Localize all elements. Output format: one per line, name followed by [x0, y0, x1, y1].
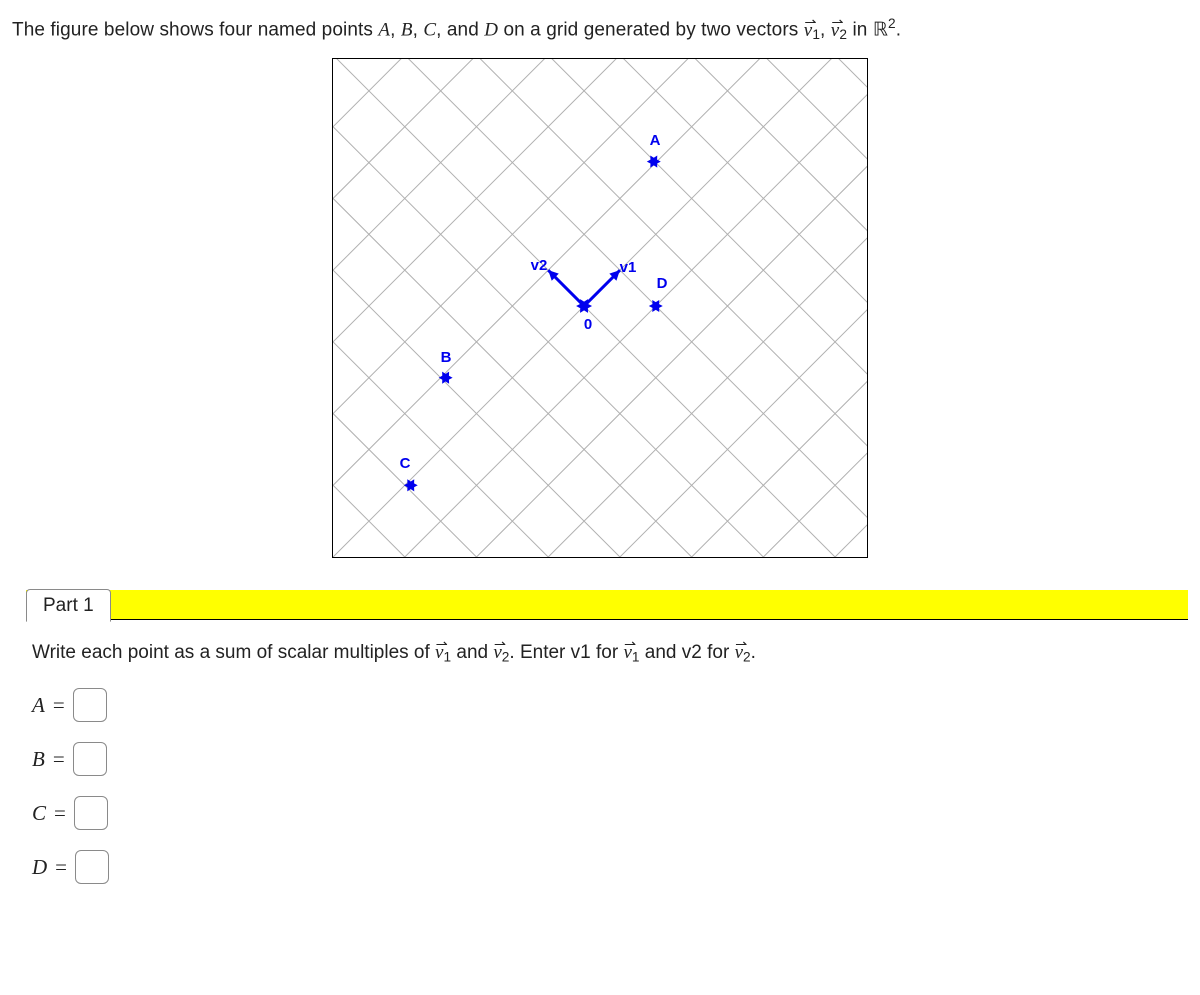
- eq-var-a: A: [32, 693, 45, 718]
- text-mid: on a grid generated by two vectors: [503, 20, 803, 41]
- v1-label: v1: [620, 259, 637, 276]
- instr-v2: ⇀v: [493, 642, 501, 664]
- vector-v2: ⇀v: [831, 20, 840, 42]
- space-sym: ℝ: [873, 20, 888, 41]
- point-label-c: C: [400, 455, 411, 472]
- overlay-svg: [333, 59, 867, 557]
- point-label-b: B: [441, 349, 452, 366]
- equals-sign: =: [53, 747, 65, 772]
- point-c-sym: C: [423, 20, 436, 41]
- instr-v1b: ⇀v: [623, 642, 631, 664]
- equals-sign: =: [55, 855, 67, 880]
- vector-v1: ⇀v: [804, 20, 813, 42]
- eq-row-a: A=: [32, 688, 1168, 722]
- origin-label: 0: [584, 316, 592, 333]
- answer-input-a[interactable]: [73, 688, 107, 722]
- part-instruction: Write each point as a sum of scalar mult…: [32, 642, 1168, 664]
- eq-row-c: C=: [32, 796, 1168, 830]
- v2-label: v2: [531, 257, 548, 274]
- eq-var-d: D: [32, 855, 47, 880]
- instr-v1: ⇀v: [435, 642, 443, 664]
- part-tab: Part 1: [26, 589, 111, 622]
- eq-var-c: C: [32, 801, 46, 826]
- answer-input-b[interactable]: [73, 742, 107, 776]
- point-d-sym: D: [484, 20, 498, 41]
- figure-container: 0 v1 v2 A B C D: [12, 58, 1188, 558]
- point-label-d: D: [657, 275, 668, 292]
- part-body: Write each point as a sum of scalar mult…: [32, 642, 1168, 884]
- equals-sign: =: [53, 693, 65, 718]
- eq-row-b: B=: [32, 742, 1168, 776]
- answer-input-d[interactable]: [75, 850, 109, 884]
- instr-v2b: ⇀v: [735, 642, 743, 664]
- part-highlight: [26, 590, 1188, 620]
- point-b-sym: B: [401, 20, 413, 41]
- answer-input-c[interactable]: [74, 796, 108, 830]
- point-label-a: A: [650, 132, 661, 149]
- problem-statement: The figure below shows four named points…: [12, 16, 1188, 42]
- eq-row-d: D=: [32, 850, 1168, 884]
- text-space-prefix: in: [852, 20, 872, 41]
- text-prefix: The figure below shows four named points: [12, 20, 378, 41]
- point-a-sym: A: [378, 20, 390, 41]
- part-tab-label: Part 1: [43, 595, 94, 616]
- equals-sign: =: [54, 801, 66, 826]
- figure-box: 0 v1 v2 A B C D: [332, 58, 868, 558]
- part-divider: Part 1: [26, 590, 1188, 620]
- eq-var-b: B: [32, 747, 45, 772]
